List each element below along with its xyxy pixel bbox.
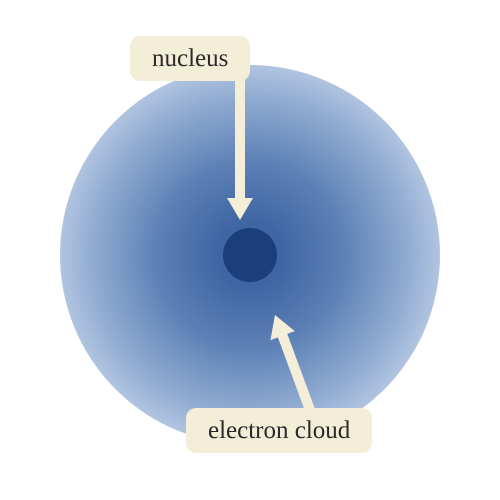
arrow-nucleus	[227, 80, 253, 220]
label-electron-cloud-text: electron cloud	[208, 417, 350, 444]
label-electron-cloud: electron cloud	[186, 408, 372, 453]
label-nucleus: nucleus	[130, 36, 250, 81]
label-nucleus-text: nucleus	[152, 45, 228, 72]
diagram-canvas: nucleus electron cloud	[0, 0, 500, 500]
arrow-electron_cloud	[270, 315, 314, 412]
